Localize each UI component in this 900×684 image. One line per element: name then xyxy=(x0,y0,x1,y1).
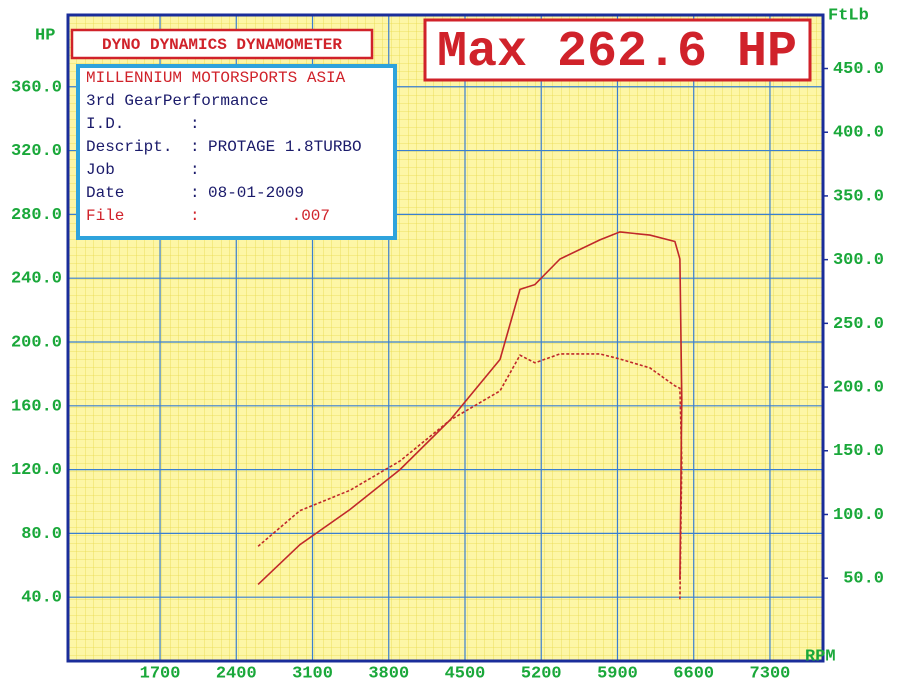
title-box xyxy=(70,28,374,60)
y-tick-label: 40.0 xyxy=(21,589,62,608)
chart-title: DYNO DYNAMICS DYNAMOMETER xyxy=(102,36,342,54)
x-axis-label: RPM xyxy=(805,647,836,666)
headline-box xyxy=(423,18,812,82)
x-tick-label: 3800 xyxy=(368,664,409,683)
series-line xyxy=(257,231,683,585)
x-tick-label: 1700 xyxy=(140,664,181,683)
y-axis-label: HP xyxy=(35,26,55,45)
info-text: MILLENNIUM MOTORSPORTS ASIA xyxy=(86,69,346,87)
info-text: : xyxy=(190,138,200,156)
x-tick-label: 2400 xyxy=(216,664,257,683)
y2-tick-label: 250.0 xyxy=(833,315,884,334)
y2-tick-label: 150.0 xyxy=(833,442,884,461)
y-tick-label: 120.0 xyxy=(11,461,62,480)
y2-tick-label: 100.0 xyxy=(833,506,884,525)
y2-tick-label: 350.0 xyxy=(833,187,884,206)
x-tick-label: 6600 xyxy=(673,664,714,683)
y2-tick-label: 200.0 xyxy=(833,379,884,398)
info-text: Date xyxy=(86,184,124,202)
x-tick-label: 5200 xyxy=(521,664,562,683)
series-line xyxy=(257,353,683,602)
y-tick-label: 360.0 xyxy=(11,78,62,97)
y-tick-label: 80.0 xyxy=(21,525,62,544)
x-tick-label: 5900 xyxy=(597,664,638,683)
y-tick-label: 200.0 xyxy=(11,333,62,352)
y2-tick-label: 450.0 xyxy=(833,60,884,79)
y2-tick-label: 50.0 xyxy=(843,570,884,589)
y2-tick-label: 400.0 xyxy=(833,124,884,143)
y-tick-label: 320.0 xyxy=(11,142,62,161)
info-text: .007 xyxy=(292,207,330,225)
info-text: : xyxy=(190,184,200,202)
x-tick-label: 4500 xyxy=(445,664,486,683)
info-text: File xyxy=(86,207,124,225)
plot-frame xyxy=(66,13,825,663)
y-tick-label: 240.0 xyxy=(11,270,62,289)
info-text: Job xyxy=(86,161,115,179)
headline: Max 262.6 HP xyxy=(437,24,797,81)
info-box xyxy=(76,64,397,240)
info-text: PROTAGE 1.8TURBO xyxy=(208,138,362,156)
y-tick-label: 160.0 xyxy=(11,397,62,416)
y2-tick-label: 300.0 xyxy=(833,251,884,270)
x-tick-label: 7300 xyxy=(750,664,791,683)
info-text: I.D. xyxy=(86,115,124,133)
info-text: 08-01-2009 xyxy=(208,184,304,202)
info-text: : xyxy=(190,161,200,179)
info-text: : xyxy=(190,115,200,133)
y-tick-label: 280.0 xyxy=(11,206,62,225)
info-text: : xyxy=(190,207,200,225)
x-tick-label: 3100 xyxy=(292,664,333,683)
y2-axis-label: FtLb xyxy=(828,6,869,25)
info-text: Descript. xyxy=(86,138,172,156)
info-text: 3rd GearPerformance xyxy=(86,92,268,110)
